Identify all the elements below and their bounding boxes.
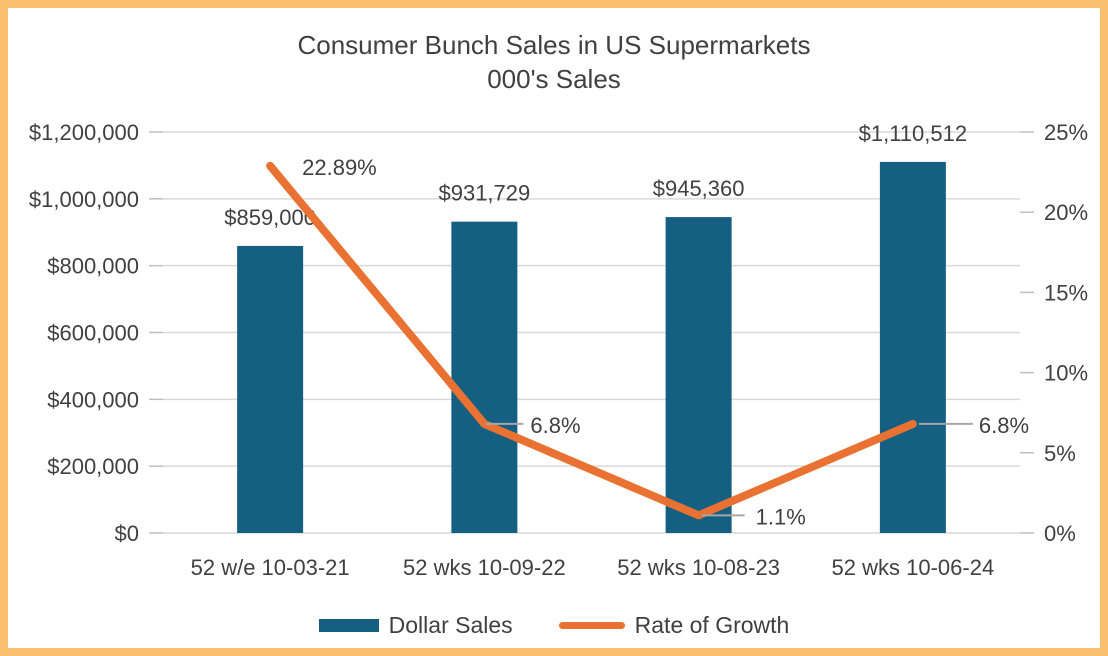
- bar-52 wks 10-08-23[interactable]: [665, 217, 732, 533]
- line-data-label: 6.8%: [530, 413, 580, 438]
- bar-data-label: $945,360: [653, 176, 745, 201]
- left-axis-label: $0: [115, 521, 139, 546]
- bar-swatch-icon: [318, 618, 379, 632]
- line-data-label: 6.8%: [979, 413, 1029, 438]
- category-label: 52 wks 10-09-22: [403, 555, 566, 580]
- category-label: 52 wks 10-08-23: [617, 555, 780, 580]
- right-axis-label: 15%: [1044, 280, 1088, 305]
- left-axis-label: $400,000: [47, 387, 139, 412]
- legend-label-rate-of-growth: Rate of Growth: [634, 611, 790, 638]
- right-axis-label: 20%: [1044, 200, 1088, 225]
- right-axis-label: 0%: [1044, 521, 1076, 546]
- line-swatch-icon: [558, 621, 625, 629]
- category-label: 52 w/e 10-03-21: [191, 555, 350, 580]
- left-axis-label: $1,000,000: [29, 187, 139, 212]
- left-axis-label: $800,000: [47, 254, 139, 279]
- right-axis-label: 10%: [1044, 361, 1088, 386]
- left-axis-label: $600,000: [47, 321, 139, 346]
- legend-item-rate-of-growth[interactable]: Rate of Growth: [558, 611, 790, 639]
- chart-title-line2: 000's Sales: [487, 64, 621, 94]
- legend-label-dollar-sales: Dollar Sales: [388, 611, 513, 638]
- bar-data-label: $1,110,512: [859, 121, 967, 146]
- rate-of-growth-line[interactable]: [266, 161, 917, 520]
- chart-legend: Dollar Sales Rate of Growth: [8, 610, 1100, 640]
- bar-52 wks 10-09-22[interactable]: [451, 221, 518, 534]
- bar-data-label: $931,729: [438, 181, 530, 206]
- legend-item-dollar-sales[interactable]: Dollar Sales: [318, 611, 513, 639]
- line-data-label: 1.1%: [756, 504, 806, 529]
- bar-52 wks 10-06-24[interactable]: [879, 161, 946, 533]
- bar-data-label: $859,000: [224, 205, 316, 230]
- chart-title: Consumer Bunch Sales in US Supermarkets …: [8, 28, 1100, 96]
- bar-52 w/e 10-03-21[interactable]: [237, 245, 304, 533]
- category-label: 52 wks 10-06-24: [832, 555, 995, 580]
- line-data-label: 22.89%: [302, 155, 377, 180]
- right-axis-label: 5%: [1044, 441, 1076, 466]
- left-axis-label: $1,200,000: [29, 120, 139, 145]
- right-axis-label: 25%: [1044, 120, 1088, 145]
- left-axis-label: $200,000: [47, 454, 139, 479]
- chart-plot-area: $0 $200,000 $400,000 $600,000 $800,000 $1,000…: [29, 120, 1088, 580]
- chart-title-line1: Consumer Bunch Sales in US Supermarkets: [297, 30, 811, 60]
